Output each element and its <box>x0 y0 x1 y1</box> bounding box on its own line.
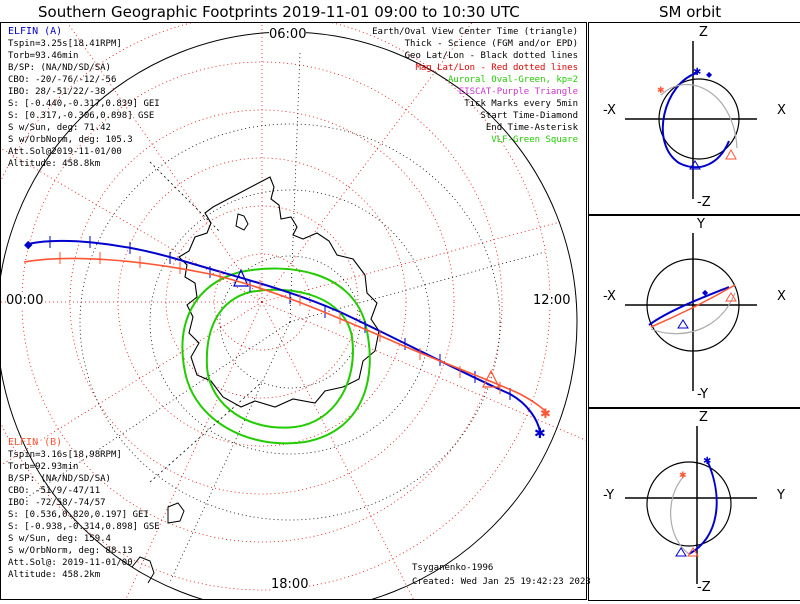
orbit2-top: Y <box>697 217 705 232</box>
legend-item: Tick Marks every 5min <box>464 99 578 109</box>
elfin-a-line: Altitude: 458.8km <box>8 159 101 169</box>
legend: Earth/Oval View Center Time (triangle) Th… <box>372 26 578 146</box>
elfin-a-line: S: [-0.440,-0.317,0.839] GEI <box>8 99 160 109</box>
elfin-a-end-asterisk: ✱ <box>534 426 546 442</box>
elfin-b-track <box>23 257 549 415</box>
elfin-a-line: IBO: 28/-51/22/-38 <box>8 87 106 97</box>
elfin-b-line: S w/Sun, deg: 159.4 <box>8 534 111 544</box>
time-label-left: 00:00 <box>6 293 44 308</box>
elfin-b-center-triangle <box>482 369 500 388</box>
elfin-a-lines: Tspin=3.25s[18.41RPM] Torb=93.46min B/SP: … <box>8 38 160 170</box>
elfin-b-end-asterisk: ✱ <box>540 407 551 422</box>
legend-item: EISCAT-Purple Triangle <box>458 87 578 97</box>
elfin-b-line: Altitude: 458.2km <box>8 570 101 580</box>
elfin-b-line: Torb=92.93min <box>8 462 79 472</box>
orbit-panel-yz-plot: ✱ ✱ <box>625 426 757 584</box>
elfin-a-line: S w/Sun, deg: 71.42 <box>8 123 111 133</box>
orbit-panel-xy-plot: ◆ <box>625 233 757 391</box>
orbit-panel-xy: ◆ Y -Y -X X <box>588 214 800 409</box>
orbit-panels: ✱ ◆ ✱ Z -Z -X X ◆ Y -Y -X X <box>588 22 800 601</box>
orbit-panel-xz: ✱ ◆ ✱ Z -Z -X X <box>588 22 800 216</box>
elfin-a-info: ELFIN (A) Tspin=3.25s[18.41RPM] Torb=93.4… <box>8 26 160 170</box>
orbit-panel-xz-plot: ✱ ◆ ✱ <box>625 41 757 199</box>
orbit2-right: X <box>777 289 786 304</box>
coastline-island-1 <box>235 213 249 231</box>
elfin-a-line: S: [0.317,-0.306,0.898] GSE <box>8 111 155 121</box>
svg-text:✱: ✱ <box>657 86 665 96</box>
connector-a <box>149 161 221 233</box>
orbit1-top: Z <box>699 25 708 40</box>
elfin-a-line: Tspin=3.25s[18.41RPM] <box>8 39 122 49</box>
legend-item: Geo Lat/Lon - Black dotted lines <box>404 51 578 61</box>
elfin-a-start-diamond: ◆ <box>24 238 33 251</box>
orbit3-bottom: -Z <box>697 580 711 595</box>
elfin-a-line: Torb=93.46min <box>8 51 79 61</box>
time-label-right: 12:00 <box>533 293 571 308</box>
auroral-oval-inner <box>205 288 354 429</box>
elfin-a-center-triangle <box>233 268 249 287</box>
orbit-panel-yz: ✱ ✱ Z -Z -Y Y <box>588 407 800 601</box>
legend-item: Thick - Science (FGM and/or EPD) <box>404 39 578 49</box>
elfin-a-line: CBO: -20/-76/-12/-56 <box>8 75 117 85</box>
svg-text:✱: ✱ <box>693 67 701 78</box>
south-america-coast <box>131 556 155 584</box>
orbit2-left: -X <box>603 289 616 304</box>
legend-item: Auroral Oval-Green, kp=2 <box>447 75 578 85</box>
orbit3-right: Y <box>777 488 785 503</box>
credit-text: Tsyganenko-1996 <box>412 563 494 573</box>
svg-text:◆: ◆ <box>702 288 709 297</box>
time-label-bottom: 18:00 <box>271 577 309 592</box>
elfin-a-line: S w/OrbNorm, deg: 105.3 <box>8 135 133 145</box>
elfin-b-line: CBO: -51/9/-47/11 <box>8 486 101 496</box>
connector-b <box>149 381 263 483</box>
coastline-island-2 <box>167 502 185 524</box>
elfin-b-line: B/SP: (NA/ND/SD/SA) <box>8 474 111 484</box>
elfin-b-info: ELFIN (B) Tspin=3.16s[18.98RPM] Torb=92.9… <box>8 437 160 581</box>
legend-item: Earth/Oval View Center Time (triangle) <box>372 27 578 37</box>
time-label-top: 06:00 <box>269 27 307 42</box>
svg-text:✱: ✱ <box>703 456 711 467</box>
orbit3-top: Z <box>699 410 708 425</box>
legend-item: VLF-Green Square <box>491 135 578 145</box>
created-text: Created: Wed Jan 25 19:42:23 2023 <box>412 577 591 587</box>
elfin-b-line: S: [-0.938,-0.314,0.898] GSE <box>8 522 160 532</box>
legend-item: Mag Lat/Lon - Red dotted lines <box>415 63 578 73</box>
elfin-a-header: ELFIN (A) <box>8 26 63 37</box>
orbit-title: SM orbit <box>659 3 722 21</box>
elfin-b-ticks <box>59 252 501 394</box>
orbit2-bottom: -Y <box>697 387 709 402</box>
elfin-b-header: ELFIN (B) <box>8 437 63 448</box>
orbit1-right: X <box>777 103 786 118</box>
elfin-b-lines: Tspin=3.16s[18.98RPM] Torb=92.93min B/SP: … <box>8 449 160 581</box>
page-title: Southern Geographic Footprints 2019-11-0… <box>38 3 520 21</box>
orbit1-bottom: -Z <box>697 195 711 210</box>
antarctica-coastline <box>178 176 380 408</box>
elfin-b-line: IBO: -72/58/-74/57 <box>8 498 106 508</box>
elfin-a-line: B/SP: (NA/ND/SD/SA) <box>8 63 111 73</box>
svg-text:◆: ◆ <box>706 70 713 79</box>
elfin-b-line: S w/OrbNorm, deg: 88.13 <box>8 546 133 556</box>
orbit3-left: -Y <box>603 488 615 503</box>
elfin-b-line: Att.Sol@: 2019-11-01/00 <box>8 558 133 568</box>
elfin-b-line: S: [0.536,0.820,0.197] GEI <box>8 510 149 520</box>
elfin-b-line: Tspin=3.16s[18.98RPM] <box>8 450 122 460</box>
orbit1-left: -X <box>603 103 616 118</box>
legend-item: End Time-Asterisk <box>485 123 578 133</box>
svg-text:✱: ✱ <box>679 471 687 481</box>
legend-item: Start Time-Diamond <box>480 111 578 121</box>
auroral-oval-outer <box>181 267 371 445</box>
elfin-a-line: Att.Sol@2019-11-01/00 <box>8 147 122 157</box>
